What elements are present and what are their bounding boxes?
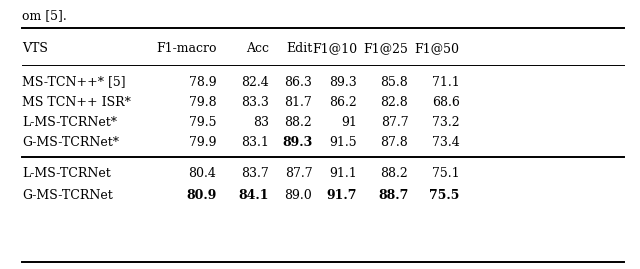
Text: Acc: Acc	[246, 42, 269, 55]
Text: MS-TCN++* [5]: MS-TCN++* [5]	[22, 76, 126, 89]
Text: 84.1: 84.1	[238, 189, 269, 201]
Text: 68.6: 68.6	[431, 96, 460, 109]
Text: 75.5: 75.5	[429, 189, 460, 201]
Text: 91.7: 91.7	[326, 189, 357, 201]
Text: 88.2: 88.2	[381, 167, 408, 180]
Text: 91: 91	[341, 116, 357, 129]
Text: 87.7: 87.7	[285, 167, 312, 180]
Text: 78.9: 78.9	[189, 76, 216, 89]
Text: 83.7: 83.7	[241, 167, 269, 180]
Text: 87.8: 87.8	[381, 136, 408, 149]
Text: F1@50: F1@50	[415, 42, 460, 55]
Text: 71.1: 71.1	[432, 76, 460, 89]
Text: G-MS-TCRNet: G-MS-TCRNet	[22, 189, 113, 201]
Text: 88.2: 88.2	[285, 116, 312, 129]
Text: VTS: VTS	[22, 42, 48, 55]
Text: 86.2: 86.2	[330, 96, 357, 109]
Text: L-MS-TCRNet: L-MS-TCRNet	[22, 167, 111, 180]
Text: 73.2: 73.2	[432, 116, 460, 129]
Text: 80.4: 80.4	[188, 167, 216, 180]
Text: 87.7: 87.7	[381, 116, 408, 129]
Text: 91.5: 91.5	[330, 136, 357, 149]
Text: 75.1: 75.1	[432, 167, 460, 180]
Text: 80.9: 80.9	[186, 189, 216, 201]
Text: MS TCN++ ISR*: MS TCN++ ISR*	[22, 96, 131, 109]
Text: Edit: Edit	[286, 42, 312, 55]
Text: 89.3: 89.3	[282, 136, 312, 149]
Text: 82.8: 82.8	[381, 96, 408, 109]
Text: 83.1: 83.1	[241, 136, 269, 149]
Text: G-MS-TCRNet*: G-MS-TCRNet*	[22, 136, 120, 149]
Text: 82.4: 82.4	[241, 76, 269, 89]
Text: 73.4: 73.4	[432, 136, 460, 149]
Text: F1@25: F1@25	[364, 42, 408, 55]
Text: 81.7: 81.7	[285, 96, 312, 109]
Text: L-MS-TCRNet*: L-MS-TCRNet*	[22, 116, 117, 129]
Text: 91.1: 91.1	[330, 167, 357, 180]
Text: 89.0: 89.0	[285, 189, 312, 201]
Text: 89.3: 89.3	[330, 76, 357, 89]
Text: F1@10: F1@10	[312, 42, 357, 55]
Text: 86.3: 86.3	[284, 76, 312, 89]
Text: 85.8: 85.8	[381, 76, 408, 89]
Text: F1-macro: F1-macro	[156, 42, 216, 55]
Text: om [5].: om [5].	[22, 9, 67, 22]
Text: 79.9: 79.9	[189, 136, 216, 149]
Text: 88.7: 88.7	[378, 189, 408, 201]
Text: 79.8: 79.8	[189, 96, 216, 109]
Text: 79.5: 79.5	[189, 116, 216, 129]
Text: 83.3: 83.3	[241, 96, 269, 109]
Text: 83: 83	[253, 116, 269, 129]
